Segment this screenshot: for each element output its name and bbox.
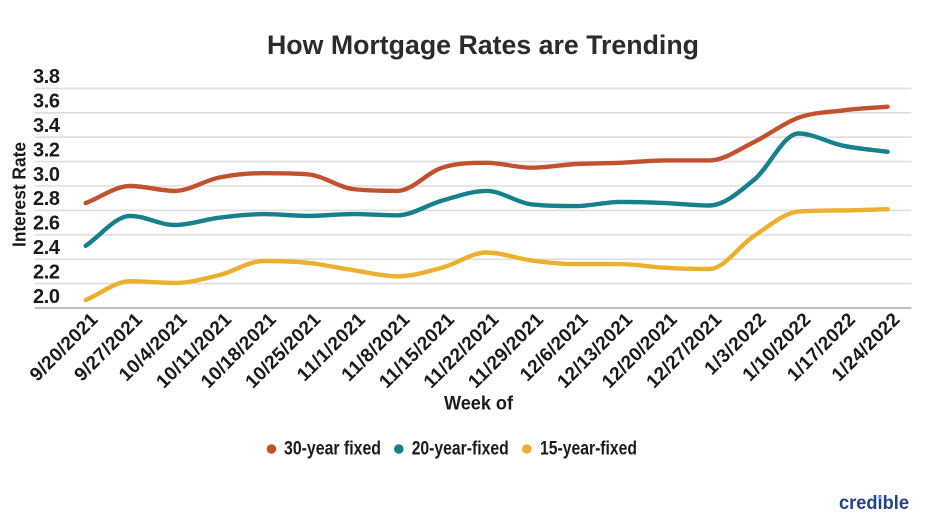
svg-text:Interest Rate: Interest Rate bbox=[10, 142, 30, 247]
svg-text:3.2: 3.2 bbox=[33, 139, 60, 161]
svg-text:credible: credible bbox=[839, 493, 909, 514]
svg-text:3.0: 3.0 bbox=[33, 164, 60, 186]
svg-text:3.4: 3.4 bbox=[33, 115, 61, 137]
svg-text:3.6: 3.6 bbox=[33, 91, 60, 113]
svg-text:30-year fixed: 30-year fixed bbox=[284, 439, 381, 460]
svg-text:2.0: 2.0 bbox=[33, 286, 60, 308]
svg-text:2.6: 2.6 bbox=[33, 213, 60, 235]
svg-text:2.8: 2.8 bbox=[33, 188, 60, 210]
svg-text:2.2: 2.2 bbox=[33, 261, 60, 283]
svg-text:Week of: Week of bbox=[444, 394, 514, 415]
svg-text:15-year-fixed: 15-year-fixed bbox=[540, 439, 637, 460]
svg-text:2.4: 2.4 bbox=[33, 237, 61, 259]
svg-text:3.8: 3.8 bbox=[33, 66, 60, 88]
svg-text:How Mortgage Rates are Trendin: How Mortgage Rates are Trending bbox=[267, 30, 699, 60]
svg-text:20-year-fixed: 20-year-fixed bbox=[412, 439, 509, 460]
